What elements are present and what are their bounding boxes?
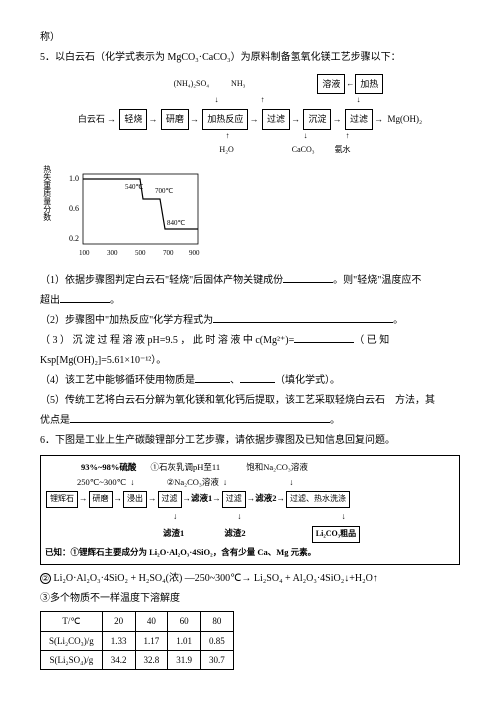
svg-text:700: 700	[163, 249, 174, 257]
q5-p2: （2）步骤图中"加热反应"化学方程式为。	[40, 313, 460, 329]
flow-top-a: (NH₄)₂SO₄	[174, 79, 209, 88]
flow-top-d: 加热	[355, 74, 383, 94]
flow-top-c: 溶液	[317, 74, 345, 94]
flow-b4: 过滤	[262, 109, 290, 129]
table-row: S(Li₂SO₄)/g 34.2 32.8 31.9 30.7	[41, 650, 234, 669]
blank	[70, 413, 330, 423]
svg-text:0.6: 0.6	[69, 204, 79, 213]
q5-p3c: Ksp[Mg(OH)₂]=5.61×10⁻¹²）。	[40, 353, 460, 369]
blank	[60, 293, 110, 303]
flow-top-b: NH₃	[231, 79, 245, 88]
blank	[240, 373, 275, 383]
svg-text:840℃: 840℃	[167, 219, 186, 227]
header-cheng: 称）	[40, 30, 460, 46]
table-header-row: T/℃ 20 40 60 80	[41, 612, 234, 631]
solubility-table: T/℃ 20 40 60 80 S(Li₂CO₃)/g 1.33 1.17 1.…	[40, 611, 234, 670]
graph-ylabel: 热失重质量分数	[40, 165, 53, 221]
q5-graph-wrap: 热失重质量分数 1.0 0.6 0.2 540℃ 700℃ 840℃ 100 3…	[40, 165, 460, 273]
flow-b1: 轻烧	[119, 109, 147, 129]
svg-text:300: 300	[107, 249, 118, 257]
q6-flowchart: 93%~98%硫酸 ①石灰乳调pH至11 饱和Na₂CO₃溶液 250℃~300…	[40, 455, 460, 565]
svg-text:500: 500	[135, 249, 146, 257]
svg-text:900: 900	[189, 249, 200, 257]
svg-text:100: 100	[79, 249, 90, 257]
flow-bot-c: 氨水	[335, 145, 351, 154]
flow-b5: 沉淀	[303, 109, 331, 129]
q5-p1c: 超出。	[40, 293, 460, 309]
flow-b3: 加热反应	[202, 109, 248, 129]
flow-end: Mg(OH)₂	[387, 112, 422, 126]
q5-p5a: （5）传统工艺将白云石分解为氧化镁和氧化钙后提取，该工艺采取轻烧白云石 方法，其	[40, 393, 460, 409]
q5-intro: 5．以白云石（化学式表示为 MgCO₃·CaCO₃）为原料制备氢氧化镁工艺步骤以…	[40, 50, 460, 66]
flow-bot-b: CaCO₃	[292, 145, 315, 154]
blank	[283, 273, 333, 283]
q5-flowchart: (NH₄)₂SO₄ NH₃ 溶液←加热 ↓↑↓ 白云石→ 轻烧→ 研磨→ 加热反…	[40, 74, 460, 157]
q5-p3: （ 3 ） 沉 淀 过 程 溶 液 pH=9.5 ， 此 时 溶 液 中 c(M…	[40, 333, 460, 349]
blank	[195, 373, 230, 383]
svg-text:0.2: 0.2	[69, 234, 79, 243]
q5-p5b: 优点是。	[40, 413, 460, 429]
circled-2: ②	[40, 573, 51, 584]
q6-p3: ③多个物质不一样温度下溶解度	[40, 591, 460, 607]
blank	[213, 313, 393, 323]
q6-eq: ② Li₂O·Al₂O₃·4SiO₂ + H₂SO₄(浓) —250~300℃→…	[40, 571, 460, 587]
svg-text:1.0: 1.0	[69, 174, 79, 183]
table-row: S(Li₂CO₃)/g 1.33 1.17 1.01 0.85	[41, 631, 234, 650]
q5-p4: （4）该工艺中能够循环使用物质是、（填化学式）。	[40, 373, 460, 389]
flow-b6: 过滤	[345, 109, 373, 129]
q6-intro: 6．下图是工业上生产碳酸锂部分工艺步骤，请依据步骤图及已知信息回复问题。	[40, 433, 460, 449]
q5-p1: （1）依据步骤图判定白云石"轻烧"后固体产物关键成份。则"轻烧"温度应不	[40, 273, 460, 289]
flow-start: 白云石	[78, 112, 105, 126]
svg-text:700℃: 700℃	[155, 187, 174, 195]
flow-b2: 研磨	[161, 109, 189, 129]
svg-text:540℃: 540℃	[125, 183, 144, 191]
blank	[294, 333, 354, 343]
flow-bot-a: H₂O	[219, 145, 233, 154]
graph-svg: 1.0 0.6 0.2 540℃ 700℃ 840℃ 100 300 500 7…	[65, 169, 205, 259]
